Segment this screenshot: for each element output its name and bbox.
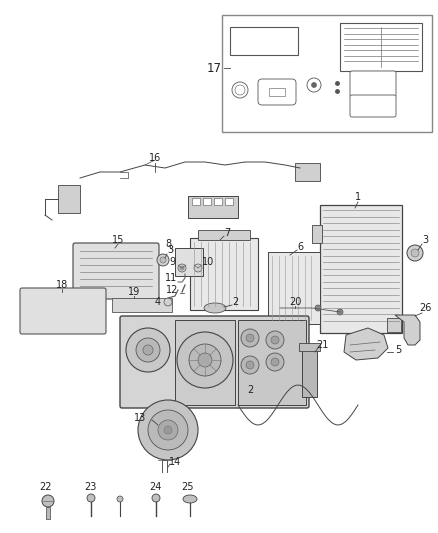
Text: 25: 25: [182, 482, 194, 492]
Circle shape: [136, 338, 160, 362]
Circle shape: [235, 85, 245, 95]
Bar: [320, 205, 402, 333]
Text: 26: 26: [419, 303, 431, 313]
Circle shape: [87, 494, 95, 502]
Circle shape: [152, 494, 160, 502]
Circle shape: [160, 257, 166, 263]
FancyBboxPatch shape: [20, 288, 106, 334]
Circle shape: [246, 334, 254, 342]
Bar: [112, 298, 172, 312]
Text: 12: 12: [166, 285, 178, 295]
Bar: [188, 196, 238, 218]
Polygon shape: [344, 328, 388, 360]
Circle shape: [177, 332, 233, 388]
FancyBboxPatch shape: [258, 79, 296, 105]
Text: 23: 23: [84, 482, 96, 492]
Text: 22: 22: [40, 482, 52, 492]
Text: 11: 11: [165, 273, 177, 283]
Bar: [295, 163, 320, 181]
Circle shape: [266, 331, 284, 349]
Circle shape: [158, 420, 178, 440]
Bar: [222, 15, 432, 132]
Text: 13: 13: [134, 413, 146, 423]
Circle shape: [138, 400, 198, 460]
Circle shape: [198, 353, 212, 367]
Circle shape: [194, 264, 202, 272]
Text: 2: 2: [232, 297, 238, 307]
Text: 14: 14: [169, 457, 181, 467]
Circle shape: [189, 344, 221, 376]
Circle shape: [337, 309, 343, 315]
Text: 17: 17: [206, 61, 222, 75]
Bar: [214, 198, 222, 205]
Circle shape: [246, 361, 254, 369]
Circle shape: [271, 358, 279, 366]
Text: 19: 19: [128, 287, 140, 297]
Text: 7: 7: [224, 228, 230, 238]
Circle shape: [148, 410, 188, 450]
Bar: [230, 27, 298, 55]
Bar: [225, 198, 233, 205]
Circle shape: [266, 353, 284, 371]
Circle shape: [42, 495, 54, 507]
Text: 16: 16: [149, 153, 161, 163]
Circle shape: [241, 356, 259, 374]
FancyBboxPatch shape: [350, 71, 396, 97]
Text: 8: 8: [165, 239, 171, 249]
Text: 24: 24: [149, 482, 161, 492]
Text: 4: 4: [155, 297, 161, 307]
Bar: [190, 238, 258, 310]
FancyBboxPatch shape: [350, 95, 396, 117]
Circle shape: [307, 78, 321, 92]
Text: 20: 20: [289, 297, 301, 307]
Bar: [238, 320, 306, 405]
Bar: [312, 225, 322, 243]
Circle shape: [232, 82, 248, 98]
Text: 15: 15: [112, 235, 124, 245]
Bar: [175, 320, 235, 405]
Circle shape: [180, 266, 184, 270]
Text: 10: 10: [202, 257, 214, 267]
Ellipse shape: [219, 390, 241, 400]
Circle shape: [315, 305, 321, 311]
Bar: [299, 343, 320, 351]
Text: 5: 5: [395, 345, 401, 355]
Circle shape: [407, 245, 423, 261]
Polygon shape: [395, 315, 420, 345]
Circle shape: [178, 264, 186, 272]
Text: 2: 2: [247, 385, 253, 395]
Bar: [46, 507, 50, 519]
Bar: [58, 185, 80, 213]
Text: 18: 18: [56, 280, 68, 290]
Circle shape: [164, 298, 172, 306]
Bar: [175, 248, 203, 276]
Bar: [340, 23, 422, 71]
Bar: [203, 198, 211, 205]
Circle shape: [126, 328, 170, 372]
Ellipse shape: [183, 495, 197, 503]
FancyBboxPatch shape: [73, 243, 159, 299]
Text: 9: 9: [169, 257, 175, 267]
Circle shape: [241, 329, 259, 347]
Text: 3: 3: [422, 235, 428, 245]
Circle shape: [117, 496, 123, 502]
Circle shape: [311, 83, 317, 87]
FancyBboxPatch shape: [120, 316, 309, 408]
Ellipse shape: [204, 303, 226, 313]
Circle shape: [164, 426, 172, 434]
Text: 1: 1: [355, 192, 361, 202]
Bar: [192, 198, 200, 205]
Bar: [268, 252, 320, 324]
Circle shape: [271, 336, 279, 344]
Text: 3: 3: [167, 245, 173, 255]
Bar: [387, 318, 401, 332]
Circle shape: [411, 249, 419, 257]
Bar: [302, 345, 317, 397]
Text: 21: 21: [316, 340, 328, 350]
Bar: [269, 88, 285, 96]
Circle shape: [157, 254, 169, 266]
Circle shape: [143, 345, 153, 355]
Text: 6: 6: [297, 242, 303, 252]
Bar: [198, 230, 250, 240]
